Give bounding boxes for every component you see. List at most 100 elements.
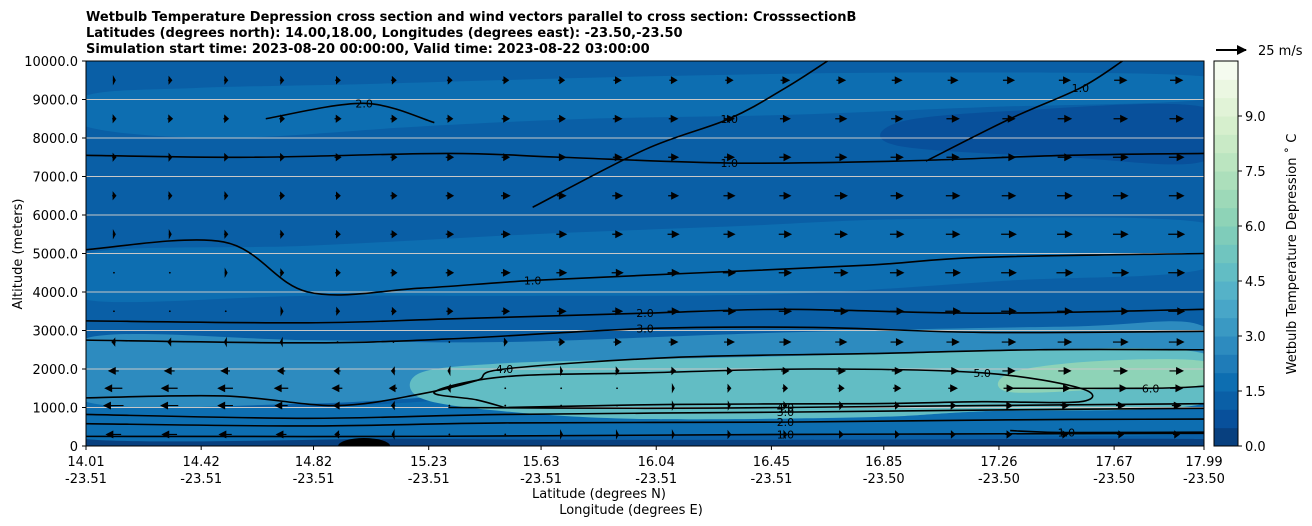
wind-vector (778, 268, 793, 277)
wind-vector (167, 337, 172, 347)
wind-vector (1057, 307, 1073, 316)
x-tick-label-lon: -23.50 (1183, 472, 1225, 487)
contour-line (86, 239, 1204, 296)
wind-vector (1168, 191, 1185, 200)
wind-vector (334, 430, 340, 439)
terrain-blob (338, 438, 391, 446)
wind-vector (556, 307, 567, 316)
wind-vector (223, 191, 229, 201)
colorbar-swatch (1214, 189, 1238, 209)
wind-vector (504, 387, 507, 390)
wind-vector (948, 384, 958, 393)
wind-vector (1112, 191, 1129, 200)
wind-vector (780, 76, 791, 85)
x-tick-label-lon: -23.50 (863, 472, 905, 487)
wind-vector (1058, 366, 1072, 375)
contour-line (86, 407, 1204, 420)
wind-vector (778, 230, 793, 239)
wind-vector (835, 338, 848, 347)
wind-vector (835, 114, 848, 123)
contour-labels: 1.01.01.01.01.01.02.02.03.03.04.04.05.06… (355, 82, 1159, 442)
contour-label: 1.0 (1058, 427, 1076, 440)
colorbar-swatch (1214, 427, 1238, 447)
wind-vector (217, 401, 233, 410)
wind-vector (279, 229, 285, 239)
wind-vector (612, 153, 623, 162)
wind-vector (218, 430, 232, 439)
contour-label: 1.0 (1072, 82, 1090, 95)
wind-vector (612, 191, 624, 200)
wind-vector (391, 429, 395, 440)
wind-vector (779, 153, 792, 162)
x-tick-label-lat: 16.04 (638, 455, 675, 470)
wind-vector (1168, 338, 1185, 347)
y-tick-label: 9000.0 (33, 94, 79, 109)
wind-vector (390, 268, 398, 277)
wind-vector (501, 114, 511, 123)
wind-vector (727, 383, 732, 393)
wind-vector (112, 152, 117, 162)
contour-line (86, 308, 1204, 324)
wind-vector (1168, 230, 1186, 239)
wind-vector (891, 114, 904, 123)
wind-vector (1114, 76, 1128, 85)
colorbar-ticks: 0.0 1.5 3.0 4.5 6.0 7.5 9.0 (1238, 110, 1266, 455)
contour-label: 4.0 (777, 402, 795, 415)
wind-vector (113, 310, 115, 313)
wind-vector (615, 429, 619, 440)
wind-vector (945, 191, 961, 200)
wind-vector (390, 114, 398, 123)
wind-vector (668, 114, 679, 123)
wind-vector (333, 366, 341, 376)
y-tick-label: 6000.0 (33, 209, 79, 224)
wind-vector (612, 230, 624, 239)
chart-title-line-1: Wetbulb Temperature Depression cross sec… (86, 10, 856, 25)
wind-vector (725, 76, 734, 85)
wind-vector (223, 229, 229, 239)
colorbar-swatch (1214, 97, 1238, 117)
x-tick-label-lon: -23.50 (1093, 472, 1135, 487)
x-tick-label-lon: -23.51 (180, 472, 222, 487)
wind-vector (446, 114, 454, 123)
contour-line (86, 418, 1204, 427)
wind-vector (894, 401, 900, 410)
contour-label: 2.0 (355, 97, 373, 110)
y-tick-label: 3000.0 (33, 325, 79, 340)
wind-vector (224, 310, 227, 313)
wind-vector (390, 230, 398, 239)
wind-vector (1057, 230, 1073, 239)
wind-vector (445, 153, 455, 162)
wind-vector (559, 365, 564, 377)
wind-vector (391, 306, 397, 316)
wind-vector (945, 307, 961, 316)
wind-vector (1001, 268, 1017, 277)
wind-vector (1168, 153, 1185, 162)
wind-vector (445, 268, 455, 277)
wind-vector (501, 153, 511, 162)
wind-vector (390, 400, 396, 411)
wind-vector (946, 114, 960, 123)
wind-vector (890, 338, 904, 347)
y-tick-label: 5000.0 (33, 248, 79, 263)
wind-vector (1057, 153, 1073, 162)
wind-vector (334, 153, 342, 162)
wind-vector (667, 307, 680, 316)
colorbar-tick-label: 3.0 (1245, 330, 1266, 345)
wind-vector (950, 430, 956, 439)
x-axis-label-longitude: Longitude (degrees E) (559, 503, 703, 518)
wind-vector (894, 430, 900, 439)
wind-vector (1173, 430, 1181, 439)
wind-vectors (103, 74, 1186, 440)
wind-vector (335, 306, 341, 316)
wind-vector (390, 366, 396, 376)
wind-vector (889, 268, 905, 277)
colorbar-frame (1213, 60, 1239, 447)
wind-vector (1169, 366, 1184, 375)
wind-vector (112, 228, 116, 240)
wind-vector (107, 366, 119, 375)
colorbar-tick-label: 7.5 (1245, 165, 1266, 180)
wind-vector (503, 337, 508, 347)
y-tick-label: 10000.0 (24, 55, 78, 70)
wind-vector (273, 384, 289, 393)
y-tick-label: 7000.0 (33, 171, 79, 186)
